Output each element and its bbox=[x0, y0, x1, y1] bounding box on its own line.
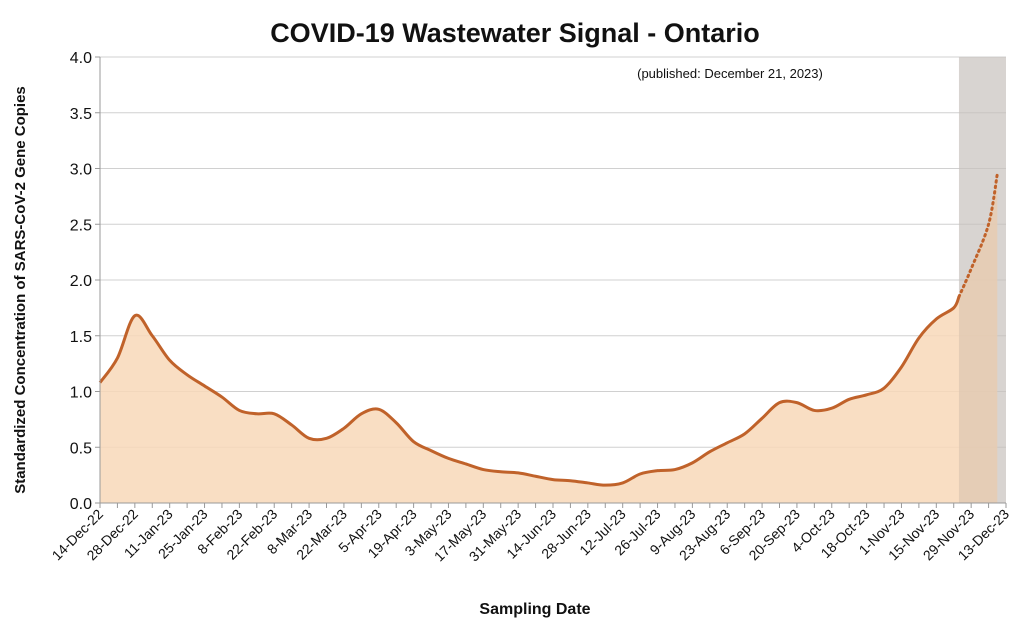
y-tick-label: 0.5 bbox=[70, 440, 92, 457]
y-tick-label: 2.0 bbox=[70, 273, 92, 290]
y-tick-label: 3.5 bbox=[70, 106, 92, 123]
series-line-preliminary bbox=[957, 172, 999, 299]
y-axis-label: Standardized Concentration of SARS-CoV-2… bbox=[12, 86, 29, 494]
series-line-reported bbox=[98, 296, 961, 487]
chart-subtitle: (published: December 21, 2023) bbox=[637, 66, 823, 81]
y-tick-label: 0.0 bbox=[70, 496, 92, 513]
area-fill bbox=[100, 174, 998, 503]
y-tick-label: 1.0 bbox=[70, 385, 92, 402]
y-tick-label: 4.0 bbox=[70, 50, 92, 67]
y-tick-label: 3.0 bbox=[70, 162, 92, 179]
y-tick-label: 1.5 bbox=[70, 329, 92, 346]
x-axis-label: Sampling Date bbox=[479, 601, 590, 618]
chart-title: COVID-19 Wastewater Signal - Ontario bbox=[270, 18, 760, 48]
y-tick-label: 2.5 bbox=[70, 217, 92, 234]
